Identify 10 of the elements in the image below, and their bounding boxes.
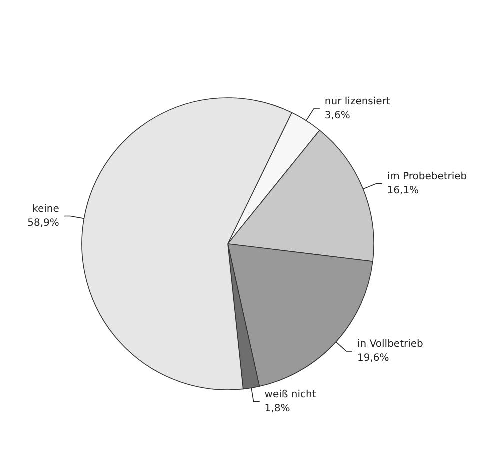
data-label: 3,6% <box>324 110 350 122</box>
slice-label: weiß nicht <box>264 389 316 400</box>
slice-label: keine <box>32 204 60 215</box>
slice-label: in Vollbetrieb <box>358 338 424 350</box>
slice-label: im Probebetrieb <box>387 171 468 182</box>
data-label: 1,8% <box>264 403 290 414</box>
data-label: 19,6% <box>358 352 390 364</box>
data-label: 16,1% <box>387 185 420 196</box>
data-label: 58,9% <box>28 218 60 229</box>
slice-label: nur lizensiert <box>324 96 390 108</box>
